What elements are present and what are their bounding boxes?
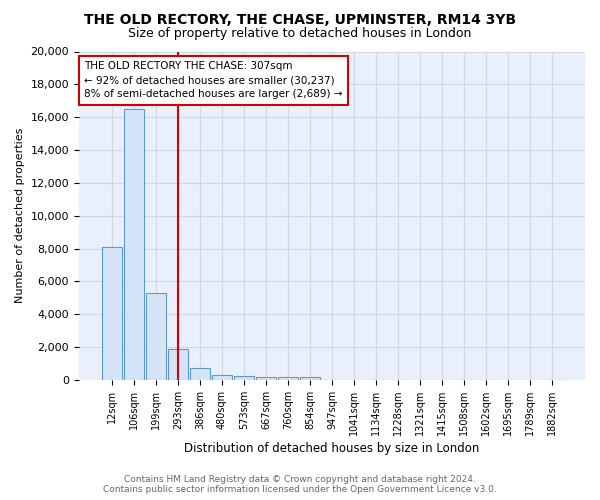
Bar [190,368,210,380]
Text: THE OLD RECTORY THE CHASE: 307sqm
← 92% of detached houses are smaller (30,237)
: THE OLD RECTORY THE CHASE: 307sqm ← 92% … [84,62,343,100]
Bar [256,376,276,380]
Y-axis label: Number of detached properties: Number of detached properties [15,128,25,304]
Bar [124,109,145,380]
X-axis label: Distribution of detached houses by size in London: Distribution of detached houses by size … [184,442,479,455]
Bar [234,376,254,380]
Bar [212,375,232,380]
Bar [278,376,298,380]
Bar [300,377,320,380]
Text: Contains HM Land Registry data © Crown copyright and database right 2024.
Contai: Contains HM Land Registry data © Crown c… [103,474,497,494]
Bar [102,247,122,380]
Text: Size of property relative to detached houses in London: Size of property relative to detached ho… [128,28,472,40]
Bar [146,293,166,380]
Text: THE OLD RECTORY, THE CHASE, UPMINSTER, RM14 3YB: THE OLD RECTORY, THE CHASE, UPMINSTER, R… [84,12,516,26]
Bar [168,350,188,380]
